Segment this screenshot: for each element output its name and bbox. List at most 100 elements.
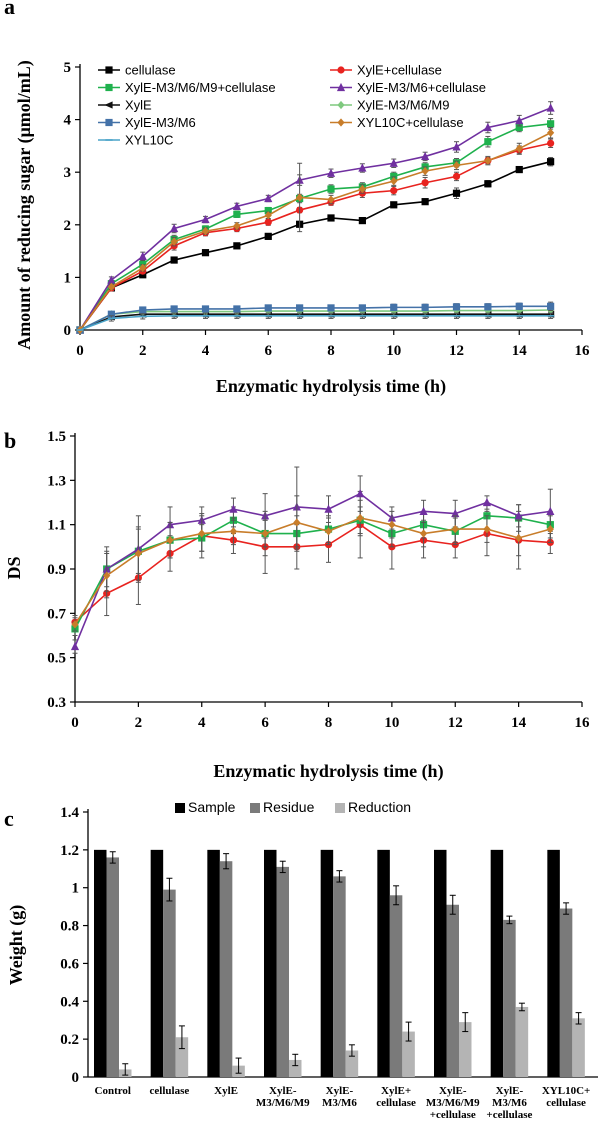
data-point [107, 275, 116, 284]
data-point [229, 504, 238, 513]
data-point [356, 489, 365, 498]
data-point [296, 304, 304, 312]
bar-residue [446, 904, 459, 1077]
series-line [79, 160, 551, 331]
data-point [515, 533, 523, 543]
x-tick-label: 4 [198, 715, 206, 731]
data-point [389, 158, 398, 167]
data-point [327, 304, 335, 312]
legend-label: XylE-M3/M6+cellulase [357, 80, 486, 95]
bar-residue [503, 919, 516, 1077]
legend-item-xyle-m3-m6-m9: XylE-M3/M6/M9 [330, 98, 449, 113]
legend-item-xyle-m3-m6-m9-cellulase: XylE-M3/M6/M9+cellulase [98, 80, 276, 95]
bar-sample [434, 849, 447, 1077]
data-point [484, 156, 492, 165]
data-point [421, 167, 429, 176]
legend-marker [337, 100, 345, 110]
data-point [421, 303, 429, 311]
x-tick-label: 14 [512, 343, 528, 359]
category-label: M3/M6/M9 [426, 1097, 480, 1109]
legend-item-cellulase: cellulase [98, 63, 176, 78]
data-point [515, 144, 523, 153]
legend-item-xyle: XylE [98, 98, 152, 113]
data-point [201, 249, 210, 257]
data-point [261, 529, 269, 538]
bar-reduction [289, 1059, 302, 1077]
data-point [483, 122, 492, 132]
category-label: XylE+ [381, 1085, 411, 1097]
legend-marker [337, 118, 345, 127]
data-point [198, 529, 206, 538]
data-point [484, 303, 492, 311]
data-point [327, 195, 335, 204]
data-point [390, 187, 398, 195]
data-point [390, 172, 398, 181]
series-xyl10c [76, 312, 555, 331]
legend-marker [337, 66, 345, 74]
x-tick-label: 16 [575, 715, 591, 731]
data-point [358, 304, 366, 312]
data-point [421, 151, 430, 161]
series-2 [70, 466, 555, 654]
data-point [482, 497, 492, 507]
data-point [327, 214, 335, 222]
category-label: Control [95, 1085, 131, 1097]
data-point [201, 214, 210, 224]
bar-residue [389, 895, 403, 1077]
data-point [515, 302, 523, 310]
y-tick-label: 0.5 [47, 651, 66, 667]
series-xyle-cellulase [76, 138, 555, 334]
data-point [103, 571, 111, 580]
x-tick-label: 4 [202, 343, 210, 359]
legend-marker [336, 82, 346, 92]
data-point [233, 242, 241, 250]
data-point [293, 518, 301, 527]
data-point [484, 138, 492, 146]
data-point [134, 549, 142, 558]
bar-residue [559, 908, 573, 1077]
series-line [74, 492, 551, 647]
data-point [515, 116, 524, 125]
data-point [419, 506, 428, 515]
data-point [421, 198, 429, 206]
series-line [79, 314, 551, 331]
y-tick-label: 1.4 [60, 805, 79, 821]
data-point [546, 506, 555, 515]
legend-item-reduction: Reduction [335, 799, 411, 815]
data-point [70, 641, 80, 651]
y-tick-label: 1.1 [47, 518, 66, 534]
data-point [358, 163, 367, 172]
series-line [79, 107, 551, 331]
series-xyle-m3-m6 [76, 301, 555, 334]
y-tick-label: 1 [72, 881, 80, 897]
legend-marker [105, 83, 113, 92]
bar-sample [377, 849, 390, 1077]
category-label: M3/M6 [322, 1097, 357, 1109]
data-point [170, 237, 178, 246]
data-point [139, 306, 147, 314]
legend-item-xyle-cellulase: XylE+cellulase [330, 63, 442, 78]
y-tick-label: 5 [64, 60, 72, 76]
x-tick-label: 6 [261, 715, 269, 731]
data-point [139, 263, 147, 273]
data-point [232, 201, 241, 210]
data-point [233, 305, 241, 313]
data-point [547, 128, 555, 137]
panel-label-a: a [4, 0, 15, 19]
data-point [452, 189, 461, 197]
x-tick-label: 12 [449, 343, 464, 359]
y-tick-label: 0.3 [47, 695, 66, 711]
panel-label-c: c [4, 806, 14, 831]
bar-residue [163, 889, 176, 1077]
legend-item-xyl10c-cellulase: XYL10C+cellulase [330, 115, 464, 130]
bar-reduction [175, 1037, 189, 1077]
y-tick-label: 1.2 [60, 843, 79, 859]
legend-item-xyle-m3-m6: XylE-M3/M6 [98, 115, 196, 130]
bar-reduction [345, 1050, 359, 1077]
series-3 [71, 495, 554, 632]
series-line [79, 132, 551, 331]
x-tick-label: 6 [265, 343, 273, 359]
legend-label: XylE [125, 98, 152, 113]
legend-label: Residue [263, 799, 315, 815]
